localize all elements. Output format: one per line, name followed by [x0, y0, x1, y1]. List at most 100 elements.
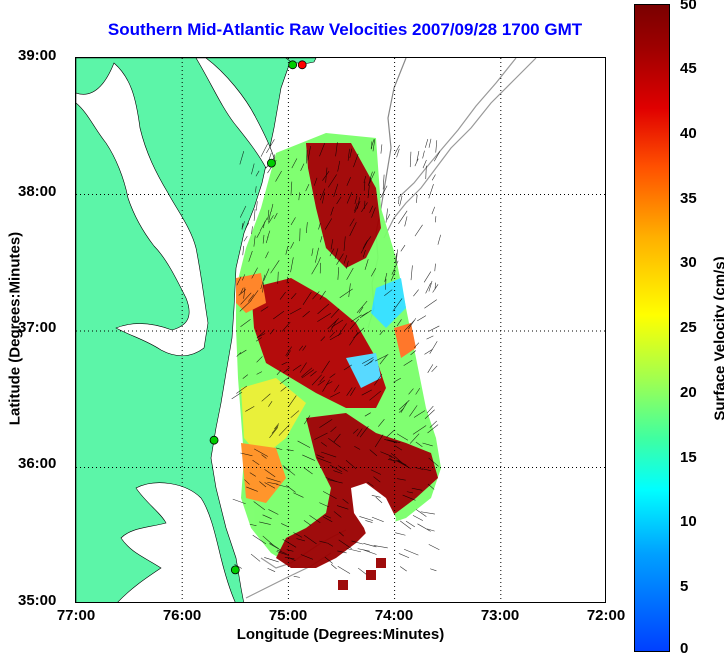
- velocity-arrow: [311, 248, 314, 256]
- velocity-arrow: [434, 263, 436, 272]
- velocity-arrow: [257, 333, 266, 338]
- velocity-arrow: [426, 335, 434, 340]
- velocity-arrow: [320, 236, 323, 243]
- velocity-region-cyan-mid: [346, 353, 381, 388]
- velocity-arrow: [329, 248, 335, 257]
- velocity-arrow: [305, 183, 310, 192]
- velocity-arrow: [426, 405, 434, 414]
- velocity-region-yellow: [241, 378, 306, 458]
- velocity-arrow: [262, 535, 274, 546]
- y-tick-label: 38:00: [18, 183, 57, 200]
- bathymetry-contour: [383, 58, 537, 239]
- velocity-arrow: [309, 515, 321, 523]
- velocity-arrow: [282, 538, 297, 548]
- velocity-arrow: [333, 511, 342, 518]
- velocity-arrow: [373, 476, 381, 483]
- velocity-arrow: [395, 253, 397, 264]
- velocity-arrow: [281, 523, 289, 528]
- velocity-arrow: [286, 350, 291, 357]
- velocity-arrows: [231, 138, 441, 578]
- velocity-arrow: [374, 354, 389, 362]
- velocity-arrow: [431, 174, 436, 181]
- velocity-arrow: [240, 292, 252, 305]
- velocity-arrow: [337, 465, 348, 472]
- velocity-arrow: [414, 342, 420, 348]
- velocity-arrow: [270, 260, 280, 274]
- velocity-arrow: [431, 206, 436, 215]
- velocity-arrow: [302, 454, 316, 461]
- velocity-arrow: [354, 195, 358, 204]
- velocity-arrow: [386, 213, 391, 220]
- velocity-arrow: [242, 274, 246, 281]
- velocity-arrow: [256, 231, 261, 238]
- velocity-arrow: [284, 468, 291, 471]
- velocity-arrow: [256, 371, 263, 375]
- velocity-arrow: [297, 440, 311, 448]
- velocity-arrow: [428, 325, 440, 332]
- velocity-arrow: [290, 410, 300, 418]
- velocity-arrow: [236, 352, 242, 357]
- velocity-arrow: [264, 482, 276, 489]
- velocity-arrow: [329, 373, 336, 379]
- velocity-arrow: [429, 420, 438, 428]
- velocity-arrow: [353, 327, 365, 339]
- velocity-arrow: [267, 567, 276, 572]
- velocity-arrow: [410, 265, 413, 281]
- velocity-arrow: [396, 478, 406, 481]
- y-tick-label: 36:00: [18, 455, 57, 472]
- velocity-arrow: [437, 234, 441, 245]
- velocity-arrow: [362, 240, 368, 249]
- velocity-arrow: [290, 292, 297, 300]
- velocity-arrow: [320, 451, 337, 458]
- velocity-arrow: [367, 185, 370, 199]
- velocity-arrow: [357, 567, 367, 575]
- velocity-arrow: [398, 198, 400, 205]
- velocity-arrow: [305, 150, 308, 164]
- velocity-arrow: [296, 538, 306, 542]
- velocity-arrow: [267, 209, 270, 221]
- velocity-arrow: [375, 496, 383, 504]
- velocity-arrow: [327, 479, 343, 484]
- velocity-arrow: [346, 192, 353, 204]
- velocity-arrow: [357, 197, 360, 209]
- velocity-arrow: [333, 470, 343, 474]
- velocity-arrow: [400, 244, 406, 252]
- velocity-arrow: [325, 477, 337, 482]
- velocity-arrow: [428, 544, 440, 550]
- velocity-arrow: [318, 257, 321, 263]
- velocity-arrow: [255, 170, 260, 177]
- velocity-arrow: [319, 188, 326, 201]
- velocity-arrow: [239, 151, 245, 165]
- velocity-arrow: [354, 445, 361, 450]
- velocity-arrow: [343, 255, 348, 264]
- velocity-arrow: [313, 177, 318, 186]
- velocity-arrow: [424, 348, 433, 355]
- velocity-arrow: [395, 249, 398, 264]
- velocity-region-cyan: [371, 278, 406, 328]
- velocity-arrow: [399, 566, 407, 572]
- velocity-arrow: [312, 291, 320, 300]
- velocity-arrow: [384, 289, 393, 297]
- velocity-arrow: [301, 367, 313, 378]
- velocity-arrow: [362, 357, 374, 364]
- velocity-arrow: [276, 447, 283, 451]
- velocity-arrow: [290, 257, 294, 273]
- velocity-arrow: [349, 218, 355, 227]
- velocity-arrow: [277, 271, 279, 284]
- colorbar-tick: 0: [680, 640, 689, 657]
- velocity-arrow: [396, 433, 409, 441]
- radar-station-marker: [209, 435, 219, 445]
- velocity-arrow: [328, 438, 341, 448]
- velocity-arrow: [261, 393, 271, 402]
- x-tick-label: 73:00: [480, 607, 520, 624]
- velocity-arrow: [329, 331, 336, 338]
- velocity-arrow: [390, 452, 403, 464]
- x-tick-label: 76:00: [162, 607, 202, 624]
- velocity-arrow: [302, 310, 310, 318]
- velocity-arrow: [399, 195, 403, 207]
- velocity-arrow: [316, 457, 332, 464]
- velocity-arrow: [349, 148, 353, 159]
- velocity-arrow: [279, 291, 286, 300]
- velocity-arrow: [245, 406, 255, 412]
- velocity-arrow: [346, 260, 349, 269]
